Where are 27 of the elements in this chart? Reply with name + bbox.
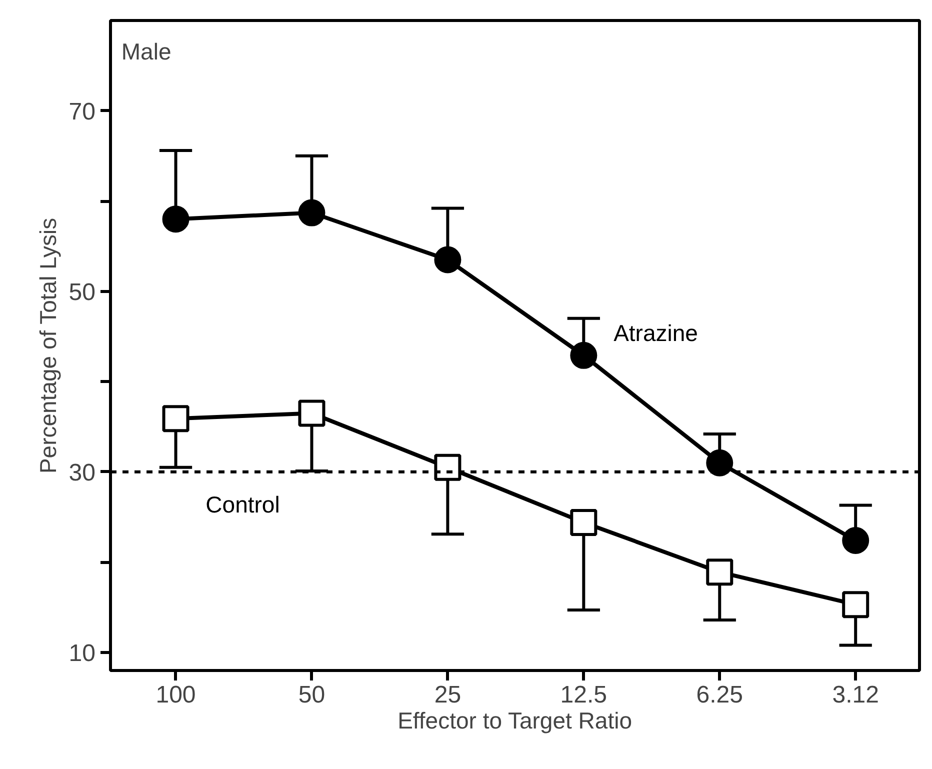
point	[842, 591, 870, 618]
x-tick-label: 100	[156, 682, 196, 708]
series-label: Atrazine	[614, 320, 698, 346]
point	[434, 454, 462, 481]
point	[570, 342, 598, 369]
y-tick-label: 50	[68, 278, 96, 306]
point	[162, 206, 190, 233]
point	[706, 558, 734, 586]
point	[570, 508, 598, 536]
y-axis-title: Percentage of Total Lysis	[34, 218, 61, 474]
point	[298, 400, 326, 427]
text: Control	[206, 491, 280, 518]
x-axis-title: Effector to Target Ratio	[398, 708, 632, 734]
point	[298, 199, 326, 226]
point	[434, 246, 462, 274]
x-tick-label: 6.25	[696, 682, 743, 708]
y-tick-label: 30	[68, 459, 96, 486]
point	[162, 405, 190, 432]
x-tick-label: 3.12	[832, 682, 879, 708]
y-tick-label: 10	[68, 640, 96, 667]
x-tick-label: 25	[434, 682, 462, 708]
x-tick-label: 12.5	[560, 682, 608, 708]
point	[842, 527, 870, 554]
y-tick-label: 70	[68, 98, 96, 126]
annotation: Male	[121, 38, 172, 65]
x-tick-label: 50	[298, 682, 326, 708]
point	[706, 449, 734, 476]
